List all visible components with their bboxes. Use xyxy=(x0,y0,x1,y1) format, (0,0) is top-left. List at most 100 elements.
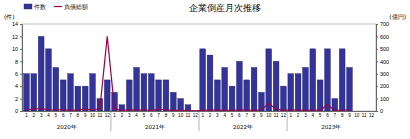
bar xyxy=(68,74,74,111)
x-axis-tick: 10 xyxy=(354,111,360,118)
x-axis-tick-label: 6 xyxy=(62,113,65,118)
year-separator xyxy=(110,111,111,131)
x-axis-tick: 5 xyxy=(55,111,58,118)
x-axis-tick-label: 2 xyxy=(33,113,36,118)
bar xyxy=(31,74,37,111)
x-axis-tick-label: 12 xyxy=(369,113,375,118)
x-axis-tick: 6 xyxy=(326,111,329,118)
y-axis-title: (件) xyxy=(4,13,15,20)
y-axis: 02468101214 xyxy=(12,21,23,114)
x-axis-tick: 10 xyxy=(90,111,96,118)
x-axis-tick-label: 3 xyxy=(128,113,131,118)
y-axis-tick-label: 0 xyxy=(15,108,18,114)
bar xyxy=(317,80,323,111)
y-axis-tick: 10 xyxy=(12,46,22,52)
x-axis-tick: 7 xyxy=(69,111,72,118)
y2-axis-tick-label: 500 xyxy=(380,46,389,52)
bar xyxy=(207,55,213,111)
bar xyxy=(281,86,287,111)
y2-axis-tick-mark xyxy=(376,24,378,25)
y-axis-tick: 4 xyxy=(15,83,22,89)
x-axis-tick-label: 8 xyxy=(341,113,344,118)
x-axis-tick: 4 xyxy=(223,111,226,118)
y2-axis-line xyxy=(377,25,379,112)
x-axis-tick: 7 xyxy=(157,111,160,118)
y-axis-tick: 6 xyxy=(15,71,22,77)
x-axis-tick-label: 8 xyxy=(165,113,168,118)
x-axis-tick-label: 10 xyxy=(90,113,96,118)
x-axis-tick-label: 8 xyxy=(253,113,256,118)
y-axis-tick-mark xyxy=(20,49,22,50)
y2-axis-title: (億円) xyxy=(389,13,406,20)
bar xyxy=(170,92,176,111)
year-label: 2023年 xyxy=(321,124,341,130)
x-axis-tick-label: 3 xyxy=(304,113,307,118)
bar xyxy=(60,80,66,111)
bar xyxy=(310,49,316,111)
y2-axis-tick-label: 700 xyxy=(380,21,389,27)
x-axis-tick: 1 xyxy=(25,111,28,118)
bar xyxy=(90,74,96,111)
x-axis-tick-label: 1 xyxy=(25,113,28,118)
y-axis-line xyxy=(20,25,23,112)
bar xyxy=(273,61,279,111)
x-axis-tick: 11 xyxy=(274,111,279,118)
x-axis-tick: 6 xyxy=(238,111,241,118)
x-axis-tick: 2 xyxy=(33,111,36,118)
title: 企業倒産月次推移 xyxy=(189,3,261,13)
bar xyxy=(82,86,88,111)
x-axis-tick-label: 1 xyxy=(113,113,116,118)
y-axis-tick-mark xyxy=(20,36,22,37)
bar xyxy=(126,80,132,111)
x-axis-tick-label: 11 xyxy=(362,113,367,118)
x-axis-tick-label: 5 xyxy=(319,113,322,118)
bar xyxy=(156,80,162,111)
x-axis-tick-label: 4 xyxy=(47,113,50,118)
bar xyxy=(46,49,52,111)
x-axis-tick-label: 5 xyxy=(143,113,146,118)
bar xyxy=(303,68,309,112)
bar xyxy=(53,68,59,112)
x-axis-tick: 4 xyxy=(135,111,138,118)
y2-axis-tick-label: 600 xyxy=(380,34,389,40)
y-axis-tick-label: 4 xyxy=(15,83,18,89)
x-axis: 1234567891011121234567891011121234567891… xyxy=(23,111,377,118)
y-axis-tick: 0 xyxy=(15,108,22,114)
bar xyxy=(347,68,353,112)
x-axis-tick-label: 2 xyxy=(297,113,300,118)
y-axis-tick-label: 10 xyxy=(12,46,18,52)
x-axis-tick-label: 12 xyxy=(193,113,199,118)
y-axis-tick-mark xyxy=(20,74,22,75)
y-axis-tick-mark xyxy=(20,61,22,62)
x-axis-tick: 7 xyxy=(334,111,337,118)
y2-axis-tick: 500 xyxy=(376,46,389,52)
x-axis-tick: 9 xyxy=(84,111,87,118)
x-axis-tick: 9 xyxy=(348,111,351,118)
bar xyxy=(266,49,272,111)
x-axis-line xyxy=(23,111,377,112)
y2-axis-tick-mark xyxy=(376,36,378,37)
y2-axis-tick-mark xyxy=(376,74,378,75)
x-axis-tick-label: 8 xyxy=(77,113,80,118)
y-axis-tick: 8 xyxy=(15,59,22,65)
x-axis-tick: 5 xyxy=(143,111,146,118)
x-axis-tick-label: 2 xyxy=(209,113,212,118)
chart: 企業倒産月次推移(件)(億円)0246810121401002003004005… xyxy=(0,0,410,139)
y2-axis-tick: 400 xyxy=(376,59,389,65)
bar xyxy=(163,80,169,111)
y2-axis-tick-label: 100 xyxy=(380,96,389,102)
bar xyxy=(325,49,331,111)
bar xyxy=(178,99,184,111)
x-axis-tick: 2 xyxy=(297,111,300,118)
x-axis-tick: 12 xyxy=(281,111,287,118)
y2-axis-tick-mark xyxy=(376,61,378,62)
x-axis-tick-label: 7 xyxy=(245,113,248,118)
bar xyxy=(134,68,140,112)
x-axis-tick-label: 10 xyxy=(178,113,184,118)
y-axis-tick-mark xyxy=(20,24,22,25)
x-axis-tick-label: 12 xyxy=(105,113,111,118)
x-axis-tick-label: 6 xyxy=(326,113,329,118)
bar xyxy=(244,80,250,111)
x-axis-tick-label: 5 xyxy=(55,113,58,118)
x-axis-tick-label: 7 xyxy=(69,113,72,118)
